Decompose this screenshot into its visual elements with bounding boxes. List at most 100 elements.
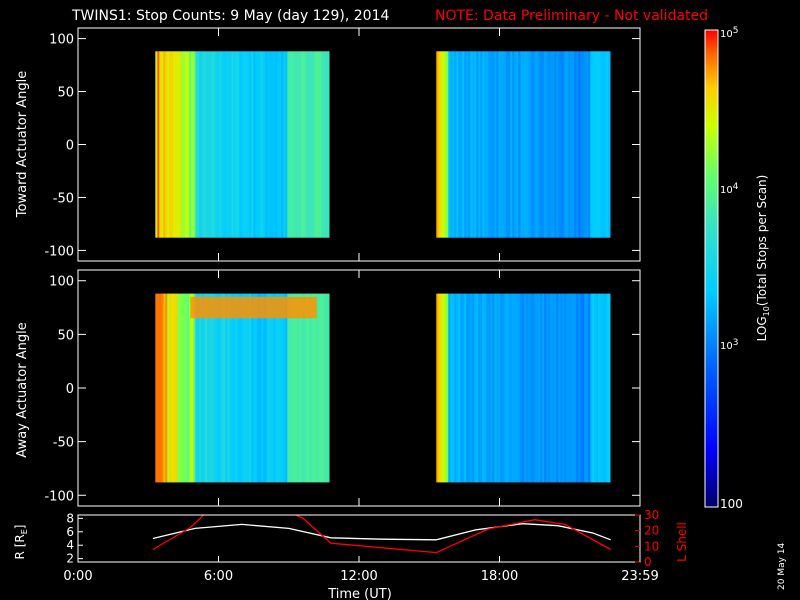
heatmap-column [279, 51, 282, 238]
heatmap-column [510, 293, 513, 483]
heatmap-column [327, 51, 330, 238]
heatmap-column [446, 51, 449, 238]
heatmap-column [544, 51, 547, 238]
heatmap-column [237, 51, 240, 238]
heatmap-column [558, 293, 561, 483]
heatmap-column [594, 51, 597, 238]
heatmap-column [195, 293, 198, 483]
heatmap-column [259, 293, 262, 483]
heatmap-column [245, 293, 248, 483]
heatmap-column [472, 51, 475, 238]
heatmap-column [175, 293, 178, 483]
heatmap-column [233, 293, 236, 483]
heatmap-column [157, 293, 160, 483]
heatmap-column [185, 51, 188, 238]
heatmap-column [325, 293, 328, 483]
heatmap-column [574, 51, 577, 238]
y-tick-label: 6 [66, 525, 74, 539]
heatmap-column [538, 293, 541, 483]
heatmap-column [488, 293, 491, 483]
heatmap-column [289, 293, 292, 483]
heatmap-column [554, 293, 557, 483]
heatmap-column [227, 51, 230, 238]
time-xlabel: Time (UT) [327, 587, 392, 600]
heatmap-column [580, 293, 583, 483]
y-tick-label: -50 [53, 191, 74, 206]
heatmap-column [514, 51, 517, 238]
heatmap-column [510, 51, 513, 238]
heatmap-column [259, 51, 262, 238]
heatmap-column [301, 51, 304, 238]
heatmap-column [257, 293, 260, 483]
heatmap-column [584, 293, 587, 483]
y-tick-label: 100 [49, 275, 74, 290]
heatmap-column [470, 293, 473, 483]
y-tick-label: 0 [66, 382, 74, 397]
heatmap-column [608, 51, 611, 238]
heatmap-column [189, 293, 192, 483]
heatmap-column [191, 293, 194, 483]
heatmap-column [263, 51, 266, 238]
heatmap-column [476, 51, 479, 238]
heatmap-column [181, 51, 184, 238]
heatmap-column [462, 51, 465, 238]
heatmap-column [155, 293, 158, 483]
heatmap-column [247, 293, 250, 483]
heatmap-column [251, 293, 254, 483]
heatmap-column [243, 293, 246, 483]
heatmap-column [500, 51, 503, 238]
heatmap-column [289, 51, 292, 238]
heatmap-column [309, 293, 312, 483]
heatmap-column [580, 51, 583, 238]
heatmap-column [183, 293, 186, 483]
heatmap-column [199, 51, 202, 238]
heatmap-column [243, 51, 246, 238]
heatmap-column [191, 51, 194, 238]
heatmap-column [496, 51, 499, 238]
heatmap-column [201, 293, 204, 483]
heatmap-column [450, 293, 453, 483]
heatmap-column [315, 293, 318, 483]
heatmap-column [255, 51, 258, 238]
y-tick-label: -100 [44, 489, 74, 504]
heatmap-column [596, 51, 599, 238]
heatmap-column [560, 51, 563, 238]
heatmap-column [600, 51, 603, 238]
heatmap-column [283, 51, 286, 238]
heatmap-column [468, 51, 471, 238]
heatmap-column [181, 293, 184, 483]
heatmap-column [183, 51, 186, 238]
heatmap-column [564, 293, 567, 483]
heatmap-column [197, 51, 200, 238]
heatmap-column [508, 293, 511, 483]
heatmap-column [548, 51, 551, 238]
heatmap-column [482, 293, 485, 483]
heatmap-column [492, 51, 495, 238]
heatmap-column [319, 293, 322, 483]
heatmap-column [241, 293, 244, 483]
heatmap-column [592, 293, 595, 483]
heatmap-column [299, 293, 302, 483]
heatmap-column [526, 51, 529, 238]
heatmap-column [247, 51, 250, 238]
heatmap-column [267, 293, 270, 483]
heatmap-column [518, 293, 521, 483]
l-shell-series-line [152, 515, 612, 554]
heatmap-column [490, 51, 493, 238]
heatmap-column [305, 51, 308, 238]
y-tick-label: -50 [53, 436, 74, 451]
heatmap-column [287, 293, 290, 483]
heatmap-column [275, 51, 278, 238]
heatmap-column [265, 293, 268, 483]
heatmap-column [460, 293, 463, 483]
heatmap-column [492, 293, 495, 483]
heatmap-column [540, 51, 543, 238]
y-tick-label: 2 [66, 552, 74, 566]
heatmap-column [474, 293, 477, 483]
heatmap-column [480, 51, 483, 238]
heatmap-column [558, 51, 561, 238]
heatmap-column [207, 51, 210, 238]
heatmap-column [528, 51, 531, 238]
heatmap-column [223, 293, 226, 483]
heatmap-column [295, 51, 298, 238]
